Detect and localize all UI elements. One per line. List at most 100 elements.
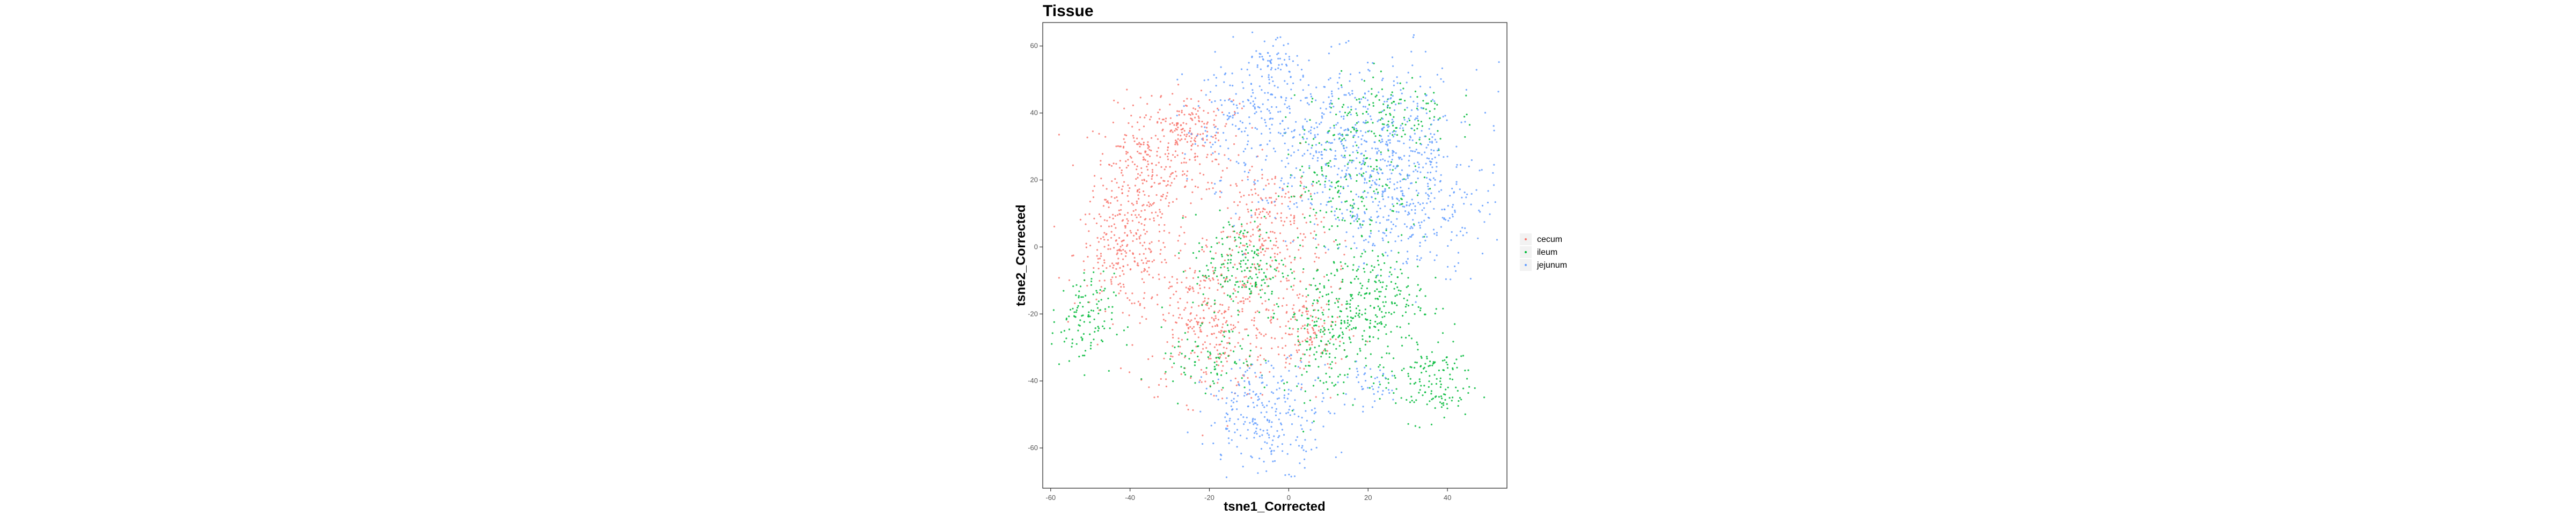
point-cecum (1155, 194, 1158, 196)
point-ileum (1286, 186, 1289, 188)
point-jejunum (1254, 418, 1256, 421)
point-cecum (1176, 144, 1179, 146)
point-ileum (1178, 252, 1180, 254)
point-cecum (1255, 209, 1257, 211)
point-ileum (1404, 109, 1406, 111)
point-cecum (1132, 135, 1134, 137)
point-cecum (1240, 196, 1242, 198)
point-cecum (1320, 220, 1322, 223)
point-cecum (1233, 327, 1235, 329)
point-ileum (1096, 307, 1099, 309)
point-cecum (1228, 337, 1231, 339)
point-jejunum (1297, 149, 1299, 151)
point-cecum (1140, 259, 1143, 261)
point-ileum (1430, 390, 1432, 392)
point-jejunum (1342, 145, 1344, 147)
point-jejunum (1306, 97, 1308, 99)
point-jejunum (1343, 403, 1346, 406)
point-ileum (1351, 159, 1353, 161)
point-cecum (1241, 284, 1243, 286)
point-jejunum (1214, 422, 1216, 424)
point-ileum (1306, 325, 1308, 327)
point-ileum (1377, 298, 1379, 300)
point-ileum (1381, 253, 1384, 255)
point-jejunum (1210, 135, 1212, 137)
point-cecum (1217, 382, 1219, 384)
point-cecum (1246, 328, 1248, 330)
point-ileum (1210, 372, 1212, 374)
point-ileum (1328, 162, 1330, 164)
point-jejunum (1391, 56, 1394, 58)
point-jejunum (1402, 205, 1404, 208)
point-ileum (1419, 380, 1421, 382)
point-jejunum (1394, 240, 1396, 242)
point-cecum (1125, 166, 1128, 169)
point-ileum (1183, 367, 1185, 369)
point-ileum (1216, 275, 1218, 277)
point-jejunum (1321, 112, 1323, 114)
point-cecum (1158, 240, 1160, 242)
point-jejunum (1290, 389, 1292, 392)
point-jejunum (1210, 393, 1212, 395)
point-ileum (1364, 308, 1366, 311)
point-ileum (1255, 281, 1257, 284)
point-cecum (1139, 174, 1141, 176)
point-ileum (1358, 291, 1360, 293)
point-cecum (1268, 309, 1270, 311)
point-ileum (1256, 263, 1259, 265)
point-ileum (1276, 303, 1278, 305)
point-jejunum (1385, 252, 1387, 254)
point-ileum (1364, 190, 1366, 192)
point-cecum (1129, 156, 1131, 158)
point-ileum (1115, 295, 1117, 297)
point-cecum (1147, 144, 1150, 146)
point-ileum (1379, 295, 1381, 298)
point-cecum (1284, 220, 1286, 223)
point-ileum (1447, 386, 1449, 388)
point-jejunum (1338, 72, 1341, 75)
point-ileum (1366, 287, 1368, 290)
point-ileum (1264, 292, 1266, 295)
point-cecum (1156, 174, 1158, 176)
point-ileum (1411, 77, 1414, 79)
point-jejunum (1315, 99, 1317, 101)
point-cecum (1209, 279, 1211, 282)
point-jejunum (1313, 154, 1315, 157)
point-ileum (1419, 389, 1421, 391)
point-jejunum (1338, 77, 1341, 79)
point-ileum (1368, 340, 1371, 342)
point-cecum (1235, 296, 1237, 298)
point-cecum (1320, 306, 1322, 309)
point-ileum (1319, 380, 1321, 382)
point-ileum (1343, 320, 1345, 322)
point-cecum (1184, 356, 1186, 358)
point-cecum (1115, 163, 1117, 165)
point-jejunum (1326, 204, 1328, 206)
point-cecum (1116, 200, 1118, 202)
point-cecum (1301, 239, 1304, 241)
point-cecum (1085, 246, 1087, 248)
point-ileum (1330, 200, 1332, 202)
point-jejunum (1364, 366, 1366, 369)
point-ileum (1085, 295, 1087, 297)
point-ileum (1414, 124, 1416, 127)
point-cecum (1251, 127, 1253, 129)
point-cecum (1089, 201, 1091, 203)
point-cecum (1301, 325, 1304, 327)
point-ileum (1428, 386, 1430, 388)
point-cecum (1197, 145, 1199, 147)
point-ileum (1349, 338, 1351, 340)
point-cecum (1258, 213, 1261, 216)
point-ileum (1404, 311, 1407, 313)
point-jejunum (1370, 115, 1372, 117)
point-cecum (1088, 230, 1090, 232)
point-ileum (1368, 387, 1371, 389)
point-ileum (1335, 239, 1337, 241)
point-ileum (1084, 355, 1086, 357)
point-cecum (1184, 243, 1186, 245)
point-cecum (1205, 347, 1208, 349)
point-jejunum (1413, 163, 1415, 165)
point-ileum (1270, 266, 1272, 268)
point-jejunum (1245, 371, 1247, 373)
